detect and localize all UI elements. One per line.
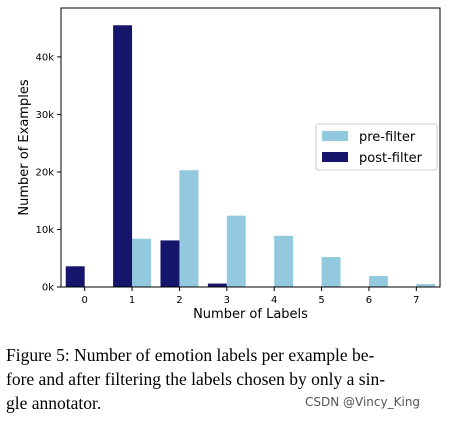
x-tick-label-1: 1 xyxy=(129,295,135,306)
legend: pre-filter post-filter xyxy=(315,123,438,171)
y-tick-label-0k: 0k xyxy=(42,283,54,294)
bar-pre-filter-4 xyxy=(274,235,294,287)
x-tick-label-7: 7 xyxy=(413,295,419,306)
bar-pre-filter-7 xyxy=(416,284,436,287)
x-tick-label-6: 6 xyxy=(366,295,372,306)
legend-label-pre-filter: pre-filter xyxy=(359,130,416,145)
legend-swatch-post-filter xyxy=(322,152,348,162)
y-tick-label-20k: 20k xyxy=(35,167,54,178)
bar-chart: 0 1 2 3 4 5 6 7 0k 10k 20k 30k 40k Number of Labels… xyxy=(17,7,441,322)
y-tick-label-30k: 30k xyxy=(35,110,54,121)
bar-pre-filter-1 xyxy=(132,238,152,287)
bars-group xyxy=(65,25,436,288)
legend-label-post-filter: post-filter xyxy=(359,151,423,166)
bar-pre-filter-3 xyxy=(226,215,246,287)
y-axis-ticks: 0k 10k 20k 30k 40k xyxy=(35,52,61,294)
legend-swatch-pre-filter xyxy=(322,131,348,141)
y-axis-label: Number of Examples xyxy=(17,79,32,215)
x-tick-label-5: 5 xyxy=(318,295,324,306)
x-tick-label-3: 3 xyxy=(224,295,230,306)
x-axis-ticks: 0 1 2 3 4 5 6 7 xyxy=(82,287,420,306)
bar-pre-filter-2 xyxy=(179,170,199,287)
x-tick-label-4: 4 xyxy=(271,295,277,306)
bar-post-filter-3 xyxy=(207,283,227,287)
y-tick-label-10k: 10k xyxy=(35,225,54,236)
bar-post-filter-1 xyxy=(113,25,133,288)
bar-pre-filter-6 xyxy=(368,276,388,287)
watermark: CSDN @Vincy_King xyxy=(305,395,421,409)
caption-line-3: gle annotator. xyxy=(6,393,102,413)
bar-pre-filter-5 xyxy=(321,257,341,287)
x-tick-label-0: 0 xyxy=(82,295,88,306)
caption-line-2: fore and after filtering the labels chos… xyxy=(6,369,386,389)
bar-post-filter-2 xyxy=(160,240,180,287)
x-axis-label: Number of Labels xyxy=(193,307,308,322)
figure-caption: Figure 5: Number of emotion labels per e… xyxy=(6,343,458,415)
bar-post-filter-0 xyxy=(65,266,85,287)
caption-line-1: Figure 5: Number of emotion labels per e… xyxy=(6,345,375,365)
y-tick-label-40k: 40k xyxy=(35,52,54,63)
plot-frame xyxy=(60,7,441,288)
x-tick-label-2: 2 xyxy=(176,295,182,306)
